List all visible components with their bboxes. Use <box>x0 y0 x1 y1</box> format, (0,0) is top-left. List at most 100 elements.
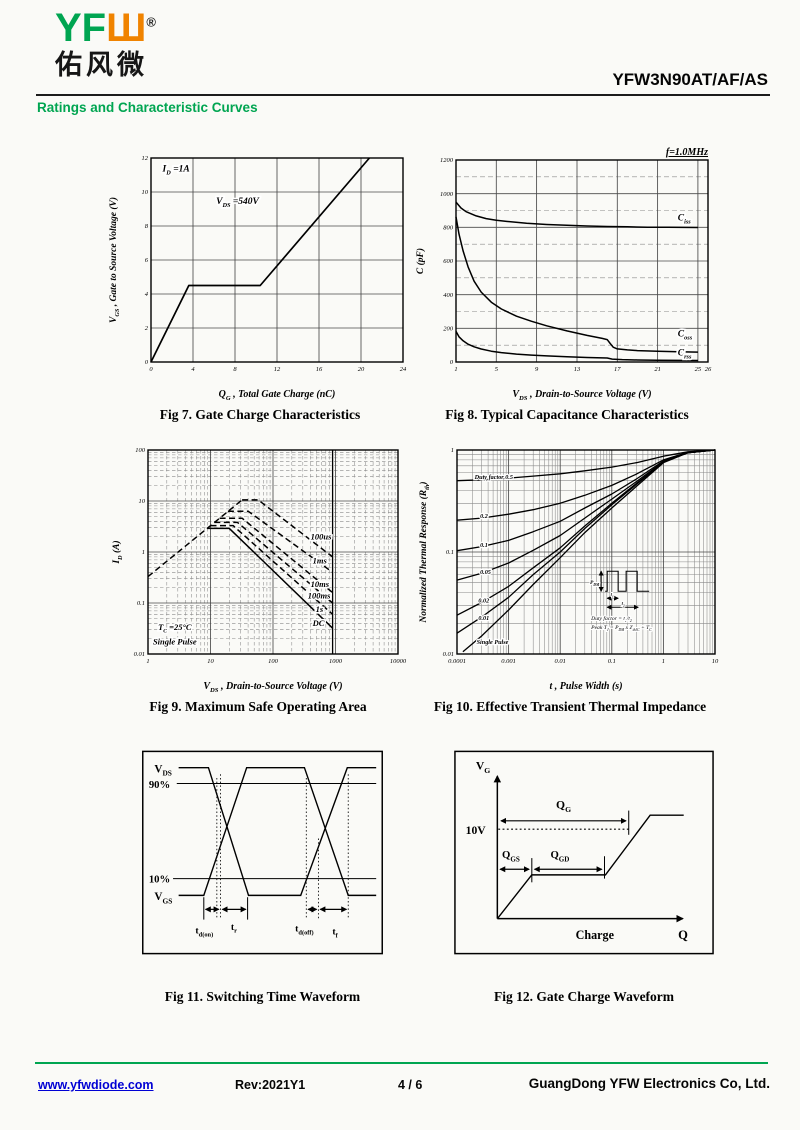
pulse-100us <box>242 499 334 558</box>
fig9-soa-chart: 1 10 100 1000 10000 0.01 0.1 1 10 100 100us 1ms 10ms… <box>111 447 407 694</box>
annotation: ID =1A <box>162 165 190 177</box>
reference-lines <box>173 783 377 880</box>
qgs-label: QGS <box>502 849 520 863</box>
fig8-block: 1 5 9 13 17 21 25 26 0 200 400 600 800 1000 1200 Ciss Co… <box>412 144 722 423</box>
charge-axis-label: Charge <box>576 928 615 942</box>
tr-label: tr <box>231 922 237 935</box>
ten-percent-label: 10% <box>149 873 170 885</box>
fig7-block: 0 4 8 12 16 20 24 0 2 4 6 8 10 12 ID =1A VDS =540V QG , … <box>105 144 415 423</box>
pulse-10ms <box>219 517 334 594</box>
svg-text:4: 4 <box>191 366 195 373</box>
svg-text:600: 600 <box>443 258 454 265</box>
annotation: 0.02 <box>478 597 489 604</box>
svg-text:0.1: 0.1 <box>608 658 616 665</box>
svg-text:10: 10 <box>712 658 719 665</box>
svg-text:VGS , Gate to Source Voltage (: VGS , Gate to Source Voltage (V) <box>108 197 121 323</box>
annotation: TC =25°C <box>158 622 192 635</box>
fig12-border <box>454 750 714 955</box>
svg-text:0.01: 0.01 <box>443 651 454 658</box>
svg-text:0.001: 0.001 <box>501 658 516 665</box>
website-link[interactable]: www.yfwdiode.com <box>38 1078 154 1092</box>
svg-text:0.01: 0.01 <box>555 658 566 665</box>
svg-text:1: 1 <box>454 366 457 373</box>
gate-charge-curve <box>496 814 684 920</box>
vgs-waveform <box>178 767 377 897</box>
fig8-caption: Fig 8. Typical Capacitance Characteristi… <box>445 407 689 422</box>
svg-text:2: 2 <box>145 325 149 332</box>
svg-text:ID (A): ID (A) <box>111 540 124 564</box>
ciss-curve <box>455 201 698 229</box>
annotation: Single Pulse <box>477 639 509 646</box>
duty-0.05 <box>456 449 716 581</box>
svg-text:1: 1 <box>662 658 665 665</box>
svg-text:10: 10 <box>139 498 146 505</box>
svg-text:0: 0 <box>450 359 454 366</box>
annotation: 0.01 <box>478 615 489 622</box>
svg-text:8: 8 <box>233 366 237 373</box>
svg-text:200: 200 <box>443 326 454 333</box>
fig11-caption: Fig 11. Switching Time Waveform <box>164 989 361 1004</box>
ninety-percent-label: 90% <box>149 779 170 791</box>
svg-text:Duty factor = t1/t2: Duty factor = t1/t2 <box>590 615 632 623</box>
annotation: DC <box>312 618 325 628</box>
svg-text:t1: t1 <box>611 593 614 599</box>
svg-text:0: 0 <box>149 366 153 373</box>
fig12-block: VG 10V QG QGS QGD Charge Q Fig 12. Gate … <box>445 750 723 1005</box>
vgs-label: VGS <box>154 891 172 905</box>
svg-text:1200: 1200 <box>440 157 454 164</box>
svg-text:1000: 1000 <box>440 191 454 198</box>
fig12-caption: Fig 12. Gate Charge Waveform <box>493 989 675 1004</box>
charge-arrows <box>499 817 627 873</box>
q-axis-label: Q <box>678 928 688 942</box>
svg-text:16: 16 <box>316 366 323 373</box>
svg-text:9: 9 <box>535 366 539 373</box>
footer-divider <box>35 1062 768 1065</box>
svg-text:Normalized Thermal Response (R: Normalized Thermal Response (Rth) <box>418 481 431 623</box>
annotation: 0.05 <box>480 569 491 576</box>
yfw-logo: YFШ® 佑风微 <box>55 8 156 79</box>
fig10-thermal-impedance-chart: 0.0001 0.001 0.01 0.1 1 10 0.01 0.1 1 Duty factor… <box>418 447 719 692</box>
duty-0.5 <box>456 449 716 482</box>
annotation: VDS =540V <box>216 197 259 209</box>
annotation: Ciss <box>678 214 692 226</box>
annotation: 0.2 <box>480 513 488 520</box>
td-on-label: td(on) <box>195 926 213 939</box>
logo-wordmark: YFШ® <box>55 8 156 48</box>
svg-text:24: 24 <box>400 366 407 373</box>
svg-text:C (pF): C (pF) <box>415 248 426 274</box>
svg-text:VDS , Drain-to-Source Voltage: VDS , Drain-to-Source Voltage (V) <box>512 389 651 402</box>
td-off-label: td(off) <box>295 924 314 937</box>
svg-text:1: 1 <box>146 658 149 665</box>
svg-text:13: 13 <box>574 366 581 373</box>
annotation: 10ms <box>311 579 330 589</box>
svg-text:10: 10 <box>142 189 149 196</box>
svg-text:10000: 10000 <box>390 658 407 665</box>
coss-curve <box>455 216 698 353</box>
svg-text:25: 25 <box>695 366 702 373</box>
fig11-block: VDS 90% 10% VGS td(on) tr td(off) tf Fig… <box>140 750 385 1005</box>
annotation: 1s <box>316 604 324 614</box>
svg-text:100: 100 <box>268 658 279 665</box>
svg-text:10: 10 <box>207 658 214 665</box>
annotation: 0.1 <box>480 542 488 549</box>
svg-text:0: 0 <box>145 359 149 366</box>
logo-w-glyph: Ш <box>106 6 147 50</box>
svg-text:0.01: 0.01 <box>134 651 145 658</box>
annotation: Coss <box>678 329 693 341</box>
pulse-1ms <box>227 510 334 573</box>
fig9-caption: Fig 9. Maximum Safe Operating Area <box>149 699 367 714</box>
svg-text:4: 4 <box>145 291 149 298</box>
registered-trademark-icon: ® <box>146 14 156 30</box>
fig8-capacitance-chart: 1 5 9 13 17 21 25 26 0 200 400 600 800 1000 1200 Ciss Co… <box>415 147 712 402</box>
svg-text:1: 1 <box>451 447 454 454</box>
gate-charge-curve <box>150 157 371 363</box>
company-name: GuangDong YFW Electronics Co, Ltd. <box>528 1076 770 1091</box>
logo-chinese-name: 佑风微 <box>55 50 148 80</box>
section-title: Ratings and Characteristic Curves <box>37 100 258 115</box>
fig12-gate-charge-waveform-diagram: VG 10V QG QGS QGD Charge Q <box>454 750 714 955</box>
annotation: 100us <box>311 532 332 542</box>
annotation: Duty factor 0.5 <box>474 474 513 481</box>
svg-text:17: 17 <box>614 366 621 373</box>
header-divider <box>36 94 770 97</box>
annotation: 100ms <box>308 591 331 601</box>
